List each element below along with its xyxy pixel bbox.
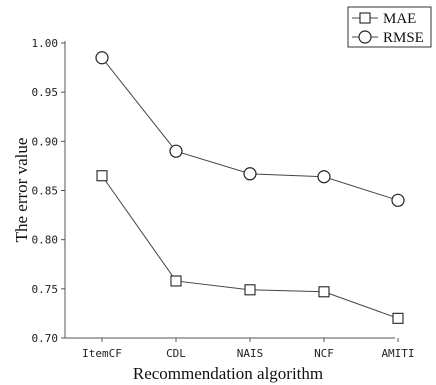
x-tick-label: ItemCF [82, 347, 122, 360]
rmse-point [391, 193, 405, 207]
y-tick-label: 0.90 [32, 135, 59, 148]
y-tick-label: 0.80 [32, 234, 59, 247]
series-rmse [95, 51, 405, 207]
legend-label-mae: MAE [383, 11, 416, 27]
legend: MAE RMSE [347, 6, 432, 48]
rmse-point [95, 51, 109, 65]
legend-label-rmse: RMSE [383, 30, 424, 46]
y-axis-title: The error value [12, 138, 31, 243]
y-tick-label: 0.70 [32, 332, 59, 345]
mae-point [318, 286, 330, 298]
x-tick-label: AMITI [381, 347, 414, 360]
legend-marker-mae [359, 12, 371, 24]
rmse-point [317, 170, 331, 184]
mae-point [244, 284, 256, 296]
axes [61, 41, 399, 342]
mae-point [170, 275, 182, 287]
x-tick-label: NAIS [237, 347, 264, 360]
y-tick-label: 1.00 [32, 37, 59, 50]
labels-layer: 0.70 0.75 0.80 0.85 0.90 0.95 1.00 ItemCF CDL NAI… [12, 37, 415, 383]
y-tick-label: 0.95 [32, 86, 59, 99]
mae-point [392, 312, 404, 324]
x-tick-label: NCF [314, 347, 334, 360]
rmse-point [169, 144, 183, 158]
series-layer [95, 51, 405, 324]
mae-point [96, 170, 108, 182]
rmse-point [243, 167, 257, 181]
legend-marker-rmse [358, 30, 372, 44]
series-line-mae [101, 175, 399, 319]
x-axis-title: Recommendation algorithm [133, 364, 323, 383]
x-tick-label: CDL [166, 347, 186, 360]
y-tick-label: 0.75 [32, 283, 59, 296]
y-tick-label: 0.85 [32, 185, 59, 198]
series-mae [96, 170, 404, 324]
